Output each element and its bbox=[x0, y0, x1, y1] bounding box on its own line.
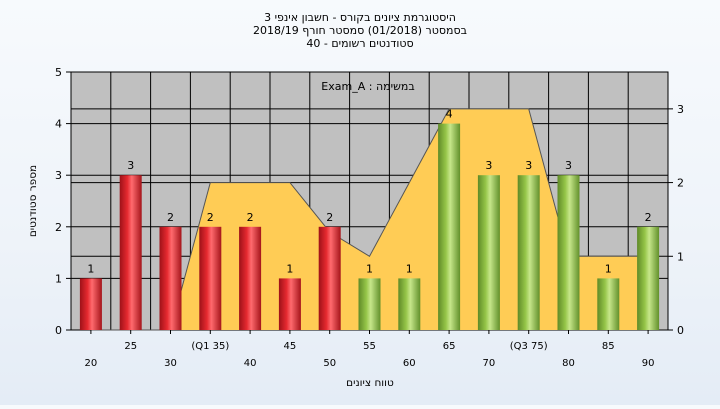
bar-high bbox=[637, 226, 660, 330]
x-tick-label: 20 bbox=[85, 358, 98, 369]
y-axis-title: מספר סטודנטים bbox=[27, 165, 39, 237]
bar-value-label: 3 bbox=[485, 159, 492, 172]
bar-high bbox=[398, 278, 421, 330]
y2-tick-label: 1 bbox=[677, 250, 684, 263]
bar-value-label: 2 bbox=[645, 211, 652, 224]
bar-low bbox=[79, 278, 102, 330]
y-tick-label: 0 bbox=[55, 324, 62, 337]
x-axis: 20 25 30 (Q1 35) 40 45 50 55 60 65 70 (Q3 75) 80 85 90 bbox=[85, 330, 655, 369]
y-tick-label: 3 bbox=[55, 169, 62, 182]
bar-value-label: 2 bbox=[167, 211, 174, 224]
background-area-edge bbox=[90, 108, 649, 331]
bars bbox=[79, 123, 660, 330]
y-axis: 0 1 2 3 4 5 bbox=[55, 66, 71, 337]
bar-high bbox=[438, 123, 461, 330]
x-tick-label: 55 bbox=[363, 341, 376, 352]
bar-value-label: 3 bbox=[525, 159, 532, 172]
bar-value-label: 1 bbox=[366, 262, 373, 275]
x-tick-label: 80 bbox=[562, 358, 575, 369]
bar-high bbox=[557, 175, 580, 330]
y2-tick-label: 2 bbox=[677, 177, 684, 190]
x-axis-title: טווח ציונים bbox=[346, 377, 394, 389]
x-tick-label: 60 bbox=[403, 358, 416, 369]
bar-value-label: 3 bbox=[127, 159, 134, 172]
bar-high bbox=[517, 175, 540, 330]
annotation-label: במשימה : Exam_A bbox=[321, 80, 414, 93]
y-tick-label: 5 bbox=[55, 66, 62, 79]
x-tick-label: (Q3 75) bbox=[510, 341, 548, 352]
bar-low bbox=[159, 226, 182, 330]
title-line-3: סטודנטים רשומים - 40 bbox=[306, 37, 413, 50]
bar-value-label: 4 bbox=[446, 108, 453, 121]
bar-low bbox=[239, 226, 262, 330]
bar-high bbox=[358, 278, 381, 330]
x-tick-label: 40 bbox=[244, 358, 257, 369]
value-labels: 1 3 2 2 2 1 2 1 1 4 3 3 3 1 2 bbox=[87, 108, 651, 276]
bar-value-label: 1 bbox=[87, 262, 94, 275]
x-tick-label: 70 bbox=[483, 358, 496, 369]
bar-value-label: 3 bbox=[565, 159, 572, 172]
y2-tick-label: 3 bbox=[677, 103, 684, 116]
bar-low bbox=[119, 175, 142, 330]
bar-high bbox=[477, 175, 500, 330]
x-tick-label: 25 bbox=[124, 341, 137, 352]
bar-low bbox=[199, 226, 222, 330]
x-tick-label: 45 bbox=[284, 341, 297, 352]
y2-tick-label: 0 bbox=[677, 324, 684, 337]
bar-value-label: 2 bbox=[326, 211, 333, 224]
chart-title: היסטוגרמת ציונים בקורס - חשבון אינפי 3 ב… bbox=[253, 11, 467, 50]
x-tick-label: 85 bbox=[602, 341, 615, 352]
x-tick-label: 90 bbox=[642, 358, 655, 369]
bar-value-label: 1 bbox=[286, 262, 293, 275]
x-tick-label: 30 bbox=[164, 358, 177, 369]
x-tick-label: (Q1 35) bbox=[191, 341, 229, 352]
bar-value-label: 2 bbox=[247, 211, 254, 224]
bar-value-label: 2 bbox=[207, 211, 214, 224]
bar-low bbox=[278, 278, 301, 330]
bar-low bbox=[318, 226, 341, 330]
title-line-2: בסמסטר (01/2018) סמסטר חורף 2018/19 bbox=[253, 24, 467, 37]
bar-value-label: 1 bbox=[406, 262, 413, 275]
x-tick-label: 50 bbox=[323, 358, 336, 369]
bar-value-label: 1 bbox=[605, 262, 612, 275]
x-tick-label: 65 bbox=[443, 341, 456, 352]
y-tick-label: 1 bbox=[55, 272, 62, 285]
y2-axis: 0 1 2 3 bbox=[668, 103, 684, 337]
bar-high bbox=[597, 278, 620, 330]
y-tick-label: 4 bbox=[55, 118, 62, 131]
background-area bbox=[90, 108, 649, 331]
title-line-1: היסטוגרמת ציונים בקורס - חשבון אינפי 3 bbox=[264, 11, 456, 24]
y-tick-label: 2 bbox=[55, 221, 62, 234]
